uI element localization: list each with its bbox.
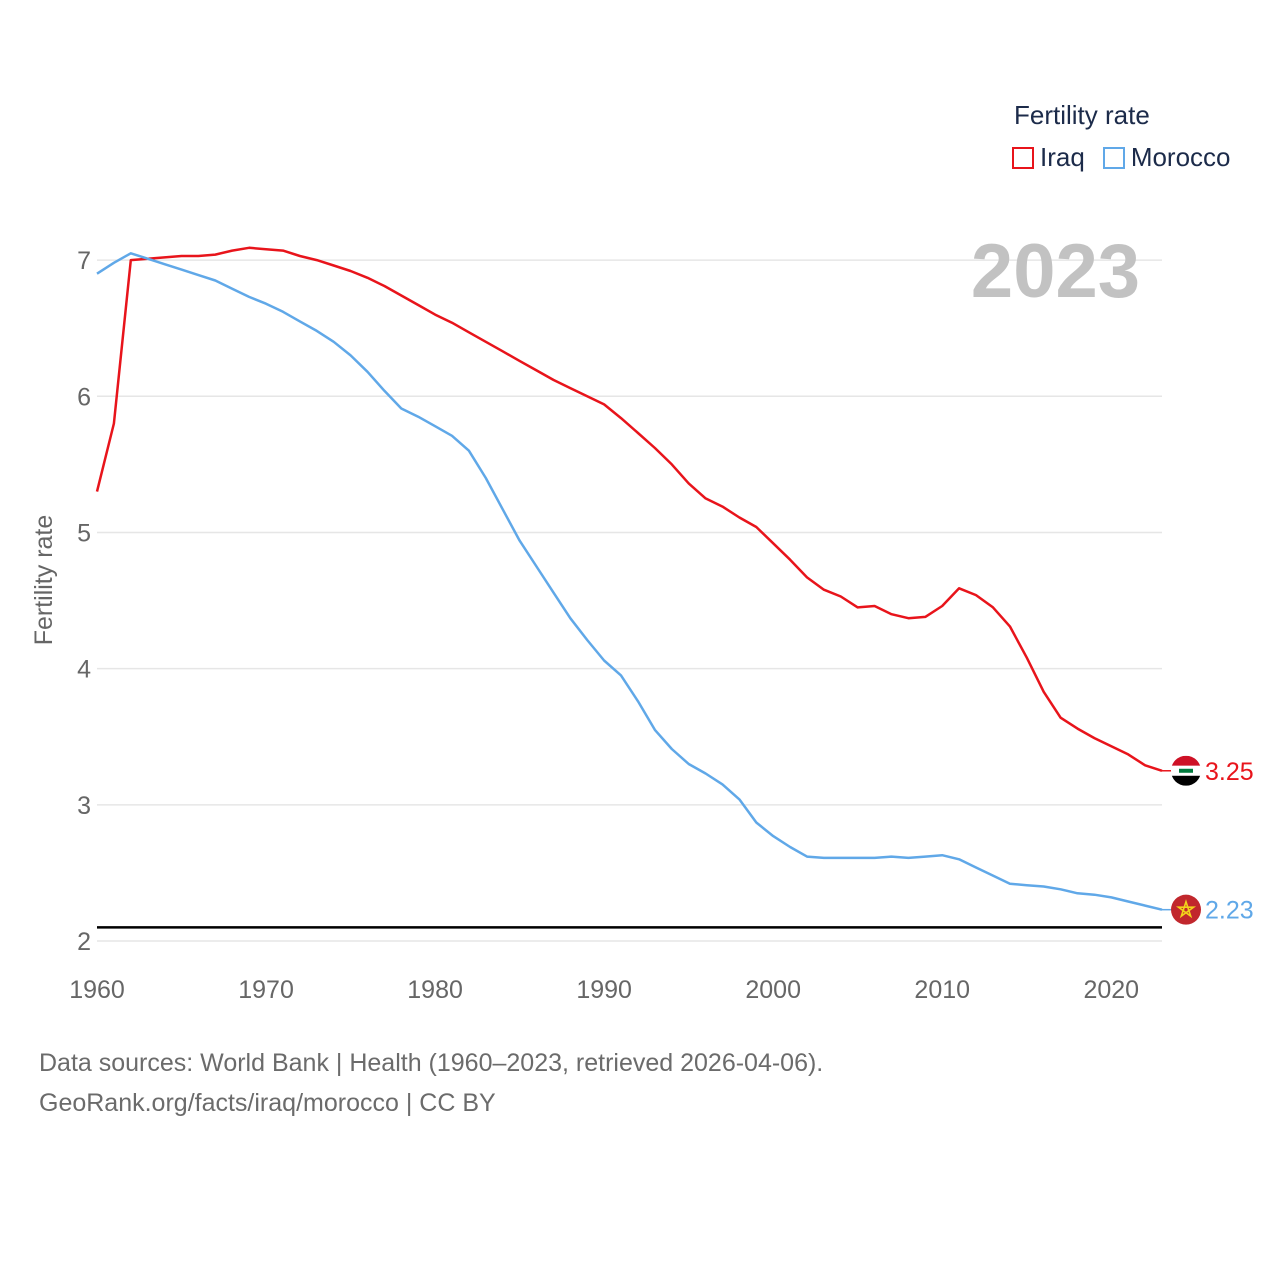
legend-item-iraq[interactable]: Iraq (1012, 142, 1085, 173)
data-source-footer: Data sources: World Bank | Health (1960–… (39, 1043, 823, 1123)
series-lines (95, 246, 1163, 911)
y-axis-label: Fertility rate (30, 515, 58, 646)
legend: Iraq Morocco (1012, 142, 1249, 173)
x-tick-label: 2020 (1083, 976, 1139, 1004)
end-value-label-iraq: 3.25 (1205, 758, 1254, 786)
y-tick-label: 5 (77, 519, 91, 547)
footer-source-line: Data sources: World Bank | Health (1960–… (39, 1049, 824, 1077)
footer-attribution-line: GeoRank.org/facts/iraq/morocco | CC BY (39, 1089, 496, 1117)
series-line-iraq (95, 246, 1163, 772)
y-tick-label: 3 (77, 792, 91, 820)
y-tick-label: 4 (77, 656, 91, 684)
y-tick-label: 6 (77, 383, 91, 411)
series-line-morocco (96, 252, 1163, 911)
legend-label-morocco: Morocco (1130, 142, 1231, 172)
x-tick-label: 2000 (745, 976, 801, 1004)
iraq-flag-icon (1171, 755, 1201, 786)
current-year-label: 2023 (970, 229, 1140, 314)
end-value-label-morocco: 2.23 (1205, 897, 1254, 925)
legend-item-morocco[interactable]: Morocco (1102, 142, 1231, 173)
x-tick-label: 1970 (238, 976, 294, 1004)
legend-label-iraq: Iraq (1040, 142, 1085, 172)
legend-swatch-iraq (1012, 146, 1034, 169)
end-markers: 3.25 2.23 (1162, 755, 1254, 925)
morocco-flag-icon (1171, 894, 1201, 925)
x-tick-label: 1990 (576, 976, 632, 1004)
x-tick-labels: 1960 1970 1980 1990 2000 2010 2020 (69, 976, 1139, 1004)
y-tick-labels: 2 3 4 5 6 7 (77, 247, 91, 956)
y-tick-label: 7 (77, 247, 91, 275)
grid-lines (97, 259, 1162, 942)
x-tick-label: 1980 (407, 976, 463, 1004)
y-tick-label: 2 (77, 928, 91, 956)
legend-title: Fertility rate (1014, 100, 1150, 130)
legend-swatch-morocco (1102, 146, 1125, 169)
x-tick-label: 1960 (69, 976, 125, 1004)
x-tick-label: 2010 (914, 976, 970, 1004)
